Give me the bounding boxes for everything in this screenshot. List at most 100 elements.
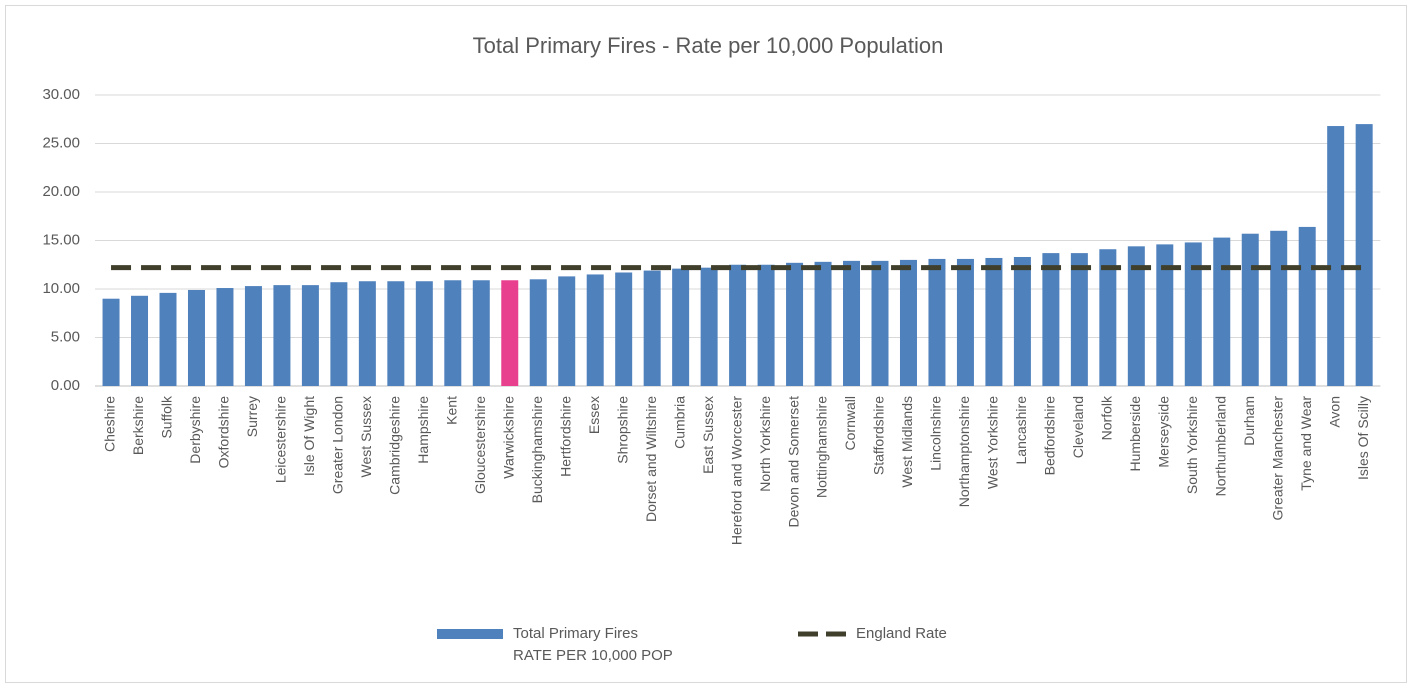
bar [1213, 237, 1231, 386]
bar [1241, 233, 1259, 386]
x-tick-label: Lincolnshire [928, 396, 944, 471]
x-tick-label: Leicestershire [273, 396, 289, 483]
bar [1355, 124, 1373, 386]
bar [1184, 242, 1202, 386]
x-tick-label: Greater London [330, 396, 346, 494]
bar [843, 260, 861, 386]
chart-title: Total Primary Fires - Rate per 10,000 Po… [473, 33, 944, 58]
bar [672, 268, 690, 386]
bar [786, 262, 804, 386]
x-tick-label: Shropshire [614, 396, 630, 464]
bar [216, 288, 234, 386]
x-tick-label: Isles Of Scilly [1355, 396, 1371, 480]
bar [558, 276, 576, 386]
bar [330, 282, 348, 386]
x-tick-label: Warwickshire [500, 396, 516, 479]
x-tick-label: West Midlands [899, 396, 915, 488]
x-tick-label: Lancashire [1013, 396, 1029, 465]
x-tick-label: Isle Of Wight [301, 396, 317, 476]
legend-swatch [437, 629, 503, 639]
bar [187, 289, 205, 386]
bar [757, 264, 775, 386]
x-tick-label: Essex [586, 396, 602, 434]
y-tick-label: 20.00 [42, 183, 80, 200]
x-tick-label: Hereford and Worcester [728, 396, 744, 545]
x-tick-label: Surrey [244, 396, 260, 437]
bar [301, 285, 319, 386]
x-tick-label: Gloucestershire [472, 396, 488, 494]
x-tick-label: North Yorkshire [757, 396, 773, 492]
bar [472, 280, 490, 386]
bar [102, 298, 120, 386]
x-tick-label: Greater Manchester [1269, 396, 1285, 521]
x-tick-label: Northumberland [1212, 396, 1228, 496]
legend-label: England Rate [856, 625, 947, 642]
x-tick-label: Cambridgeshire [387, 396, 403, 495]
x-tick-label: West Yorkshire [985, 396, 1001, 489]
bar [159, 292, 177, 386]
x-tick-label: Hampshire [415, 396, 431, 464]
x-tick-label: Cornwall [842, 396, 858, 450]
bar [415, 281, 433, 386]
bar [1270, 230, 1288, 386]
bar [1327, 126, 1345, 386]
bar [643, 270, 661, 386]
x-tick-label: Kent [444, 396, 460, 425]
bar [273, 285, 291, 386]
x-tick-label: Suffolk [159, 395, 175, 439]
bar [928, 258, 946, 386]
bar [1070, 253, 1088, 386]
y-tick-label: 30.00 [42, 86, 80, 103]
x-tick-label: Staffordshire [871, 396, 887, 475]
y-tick-label: 5.00 [51, 328, 80, 345]
x-tick-label: Buckinghamshire [529, 396, 545, 504]
x-tick-label: Devon and Somerset [785, 396, 801, 528]
bar [871, 260, 889, 386]
x-tick-label: Tyne and Wear [1298, 396, 1314, 491]
bar [501, 280, 519, 386]
bar [1127, 246, 1145, 386]
bar [729, 264, 747, 386]
bar [131, 295, 149, 386]
x-tick-label: Berkshire [130, 396, 146, 455]
x-tick-label: Northamptonshire [956, 396, 972, 507]
x-tick-label: South Yorkshire [1184, 396, 1200, 494]
bar [1156, 244, 1174, 386]
x-tick-label: Oxfordshire [216, 396, 232, 469]
y-tick-label: 25.00 [42, 134, 80, 151]
bar [899, 259, 917, 386]
bar [244, 286, 262, 386]
x-tick-label: West Sussex [358, 396, 374, 477]
x-tick-label: Dorset and Wiltshire [643, 396, 659, 522]
x-tick-label: Humberside [1127, 396, 1143, 472]
legend-label: Total Primary Fires RATE PER 10,000 POP [513, 625, 673, 664]
bar [1298, 226, 1316, 386]
x-tick-label: Norfolk [1099, 395, 1115, 440]
bar [387, 281, 405, 386]
x-tick-label: Cleveland [1070, 396, 1086, 458]
x-tick-label: Derbyshire [187, 396, 203, 464]
y-tick-label: 15.00 [42, 231, 80, 248]
bar [700, 267, 718, 386]
bar [1013, 256, 1031, 386]
x-tick-label: Hertfordshire [557, 396, 573, 477]
x-tick-label: Nottinghamshire [814, 396, 830, 498]
bar [529, 279, 547, 386]
bar [615, 272, 633, 386]
x-tick-label: Merseyside [1156, 396, 1172, 468]
x-tick-label: Durham [1241, 396, 1257, 446]
bar [1042, 253, 1060, 386]
bar [985, 257, 1003, 386]
bar [814, 261, 832, 386]
x-tick-label: Cheshire [102, 396, 118, 452]
bar [358, 281, 376, 386]
x-tick-label: Avon [1326, 396, 1342, 428]
x-tick-label: Cumbria [671, 396, 687, 449]
bar [444, 280, 462, 386]
x-tick-label: Bedfordshire [1042, 396, 1058, 476]
y-tick-label: 10.00 [42, 280, 80, 297]
y-tick-label: 0.00 [51, 377, 80, 394]
x-tick-label: East Sussex [700, 396, 716, 474]
bar [586, 274, 604, 386]
